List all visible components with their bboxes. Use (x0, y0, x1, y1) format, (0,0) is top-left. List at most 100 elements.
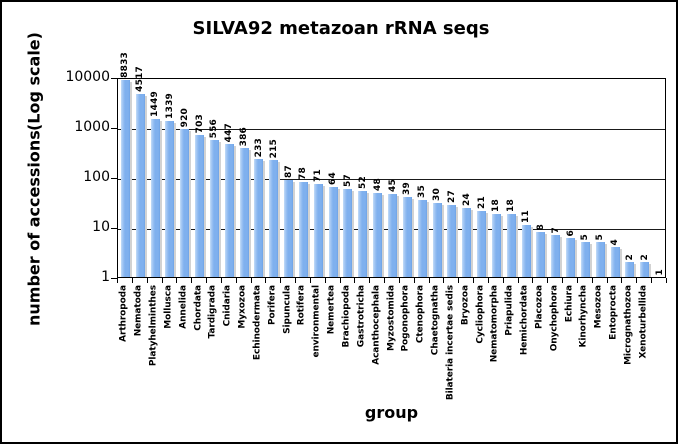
x-tick-mark (562, 278, 564, 283)
category-label: Echiura (564, 285, 575, 323)
y-tick-label: 10 (92, 219, 110, 235)
bar-Xenoturbellida (640, 262, 652, 277)
bar-shadow (560, 237, 563, 277)
x-tick-mark (547, 278, 549, 283)
bar-value-label: 386 (238, 126, 249, 146)
x-tick-mark (161, 278, 163, 283)
bar-shadow (382, 195, 385, 277)
x-tick-mark (250, 278, 252, 283)
bar-shadow (545, 234, 548, 277)
bar-shadow (352, 191, 355, 277)
bar-Brachiopoda (343, 189, 355, 277)
bar-shadow (204, 137, 207, 277)
category-label: Tardigrada (208, 285, 219, 339)
category-label: Pogonophora (400, 285, 411, 352)
bar-value-label: 2 (639, 253, 650, 260)
bar-shadow (604, 244, 607, 277)
bar-Bilateria incertae sedis (447, 205, 459, 277)
chart-title: SILVA92 metazoan rRNA seqs (192, 18, 490, 39)
bar-shadow (174, 123, 177, 277)
category-label: Acanthocephala (371, 285, 382, 365)
bar-shadow (515, 216, 518, 277)
x-tick-mark (220, 278, 222, 283)
category-label: Entoprocta (608, 285, 619, 340)
bar-value-label: 7 (550, 226, 561, 233)
bar-Kinorhyncha (580, 242, 592, 277)
x-tick-mark (117, 278, 118, 283)
bar-value-label: 39 (402, 182, 413, 195)
bar-Arthropoda (120, 80, 132, 277)
category-label: Myxozoa (237, 285, 248, 329)
x-tick-mark (324, 278, 326, 283)
bar-value-label: 233 (253, 137, 264, 157)
x-tick-mark (176, 278, 178, 283)
category-label: Cycliophora (475, 285, 486, 344)
bar-shadow (307, 184, 310, 277)
x-tick-mark (443, 278, 445, 283)
bar-value-label: 24 (461, 193, 472, 206)
bar-shadow (471, 210, 474, 277)
bar-Cnidaria (224, 144, 236, 277)
bar-value-label: 78 (298, 167, 309, 180)
y-tick-label: 100 (83, 169, 110, 185)
gridline-1000 (118, 129, 665, 130)
bar-Rotifera (298, 182, 310, 277)
bar-shadow (144, 96, 147, 277)
bar-Priapulida (506, 214, 518, 277)
bar-shadow (649, 264, 652, 277)
bar-Mesozoa (595, 242, 607, 277)
bar-shadow (397, 196, 399, 277)
bar-value-label: 703 (194, 113, 205, 133)
y-tick-label: 10000 (65, 69, 110, 85)
bar-shadow (589, 244, 592, 277)
category-label: Echinodermata (252, 285, 263, 361)
y-axis-title-line1: number of accessions (24, 130, 44, 327)
bar-shadow (322, 186, 325, 277)
bar-value-label: 5 (580, 233, 591, 240)
x-tick-mark (295, 278, 297, 283)
bar-value-label: 5 (595, 233, 606, 240)
y-tick-label: 1000 (74, 119, 110, 135)
bar-shadow (293, 182, 296, 277)
category-label: Nematoda (133, 285, 144, 337)
y-tick-mark (111, 178, 118, 179)
x-tick-mark (502, 278, 504, 283)
category-label: Chordata (193, 285, 204, 331)
category-label: Kinorhyncha (578, 285, 589, 348)
bar-Myxozoa (239, 148, 251, 277)
bar-value-label: 18 (506, 199, 517, 212)
category-label: Bryozoa (460, 285, 471, 326)
bar-Tardigrada (209, 140, 221, 277)
bar-shadow (486, 213, 489, 277)
category-label: Platyhelminthes (148, 285, 159, 367)
bar-Platyhelminthes (150, 119, 162, 277)
x-tick-mark (666, 278, 667, 283)
bar-shadow (426, 202, 429, 277)
x-tick-mark (532, 278, 534, 283)
bar-value-label: 2 (624, 253, 635, 260)
category-label: Mollusca (163, 285, 174, 329)
bar-Mollusca (165, 121, 177, 277)
category-label: Bilateria incertae sedis (445, 285, 456, 401)
bar-value-label: 71 (313, 169, 324, 182)
category-label: environmental (311, 285, 322, 358)
bar-shadow (189, 131, 192, 277)
bar-shadow (530, 227, 533, 277)
bar-shadow (500, 216, 503, 277)
bar-Placozoa (536, 232, 548, 277)
bar-Micrognathozoa (625, 262, 637, 277)
category-label: Nemertea (326, 285, 337, 335)
gridline-100 (118, 179, 665, 180)
bar-value-label: 11 (520, 210, 531, 223)
y-axis-title-line2: (Log scale) (24, 31, 44, 131)
x-tick-mark (384, 278, 386, 283)
x-tick-mark (621, 278, 623, 283)
x-tick-mark (280, 278, 282, 283)
bar-value-label: 18 (491, 199, 502, 212)
y-tick-mark (111, 78, 118, 79)
bar-Nemertea (328, 187, 340, 277)
bar-Hemichordata (521, 225, 533, 277)
y-tick-mark (111, 228, 118, 229)
x-tick-mark (131, 278, 133, 283)
bar-value-label: 4517 (135, 66, 146, 92)
